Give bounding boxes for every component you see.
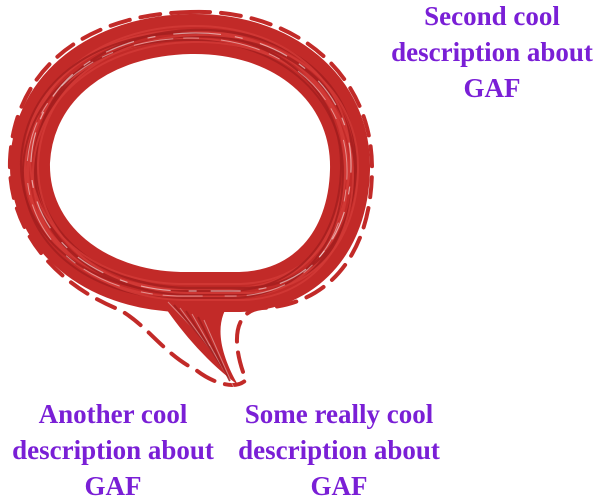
- scribble-stroke: [36, 33, 360, 294]
- caption-second-line-2: description about: [391, 37, 593, 67]
- scribble-highlight: [26, 37, 348, 297]
- bubble-tail: [160, 300, 238, 385]
- dashed-outline: [7, 9, 375, 387]
- scribble-highlight: [30, 32, 352, 292]
- caption-second: Second cool description about GAF: [378, 0, 606, 106]
- scribble-stroke: [19, 31, 343, 292]
- tail-scribble-stroke: [203, 319, 235, 389]
- caption-another: Another cool description about GAF: [0, 396, 226, 504]
- caption-another-line-2: description about: [12, 435, 214, 465]
- caption-another-line-3: GAF: [84, 471, 142, 501]
- scribble-stroke: [21, 38, 345, 299]
- caption-another-line-1: Another cool: [38, 399, 188, 429]
- caption-some-really-line-3: GAF: [310, 471, 368, 501]
- tail-scribble-stroke: [185, 310, 223, 368]
- caption-second-line-3: GAF: [463, 73, 521, 103]
- caption-some-really-line-2: description about: [238, 435, 440, 465]
- scribble-stroke: [28, 24, 352, 285]
- scribble-stroke: [34, 28, 358, 290]
- caption-some-really-line-1: Some really cool: [244, 399, 434, 429]
- tail-scribble-stroke: [191, 313, 227, 375]
- tail-scribble-stroke: [197, 316, 231, 382]
- caption-some-really: Some really cool description about GAF: [226, 396, 452, 504]
- speech-bubble-scribble-icon: [10, 13, 371, 389]
- caption-second-line-1: Second cool: [424, 1, 560, 31]
